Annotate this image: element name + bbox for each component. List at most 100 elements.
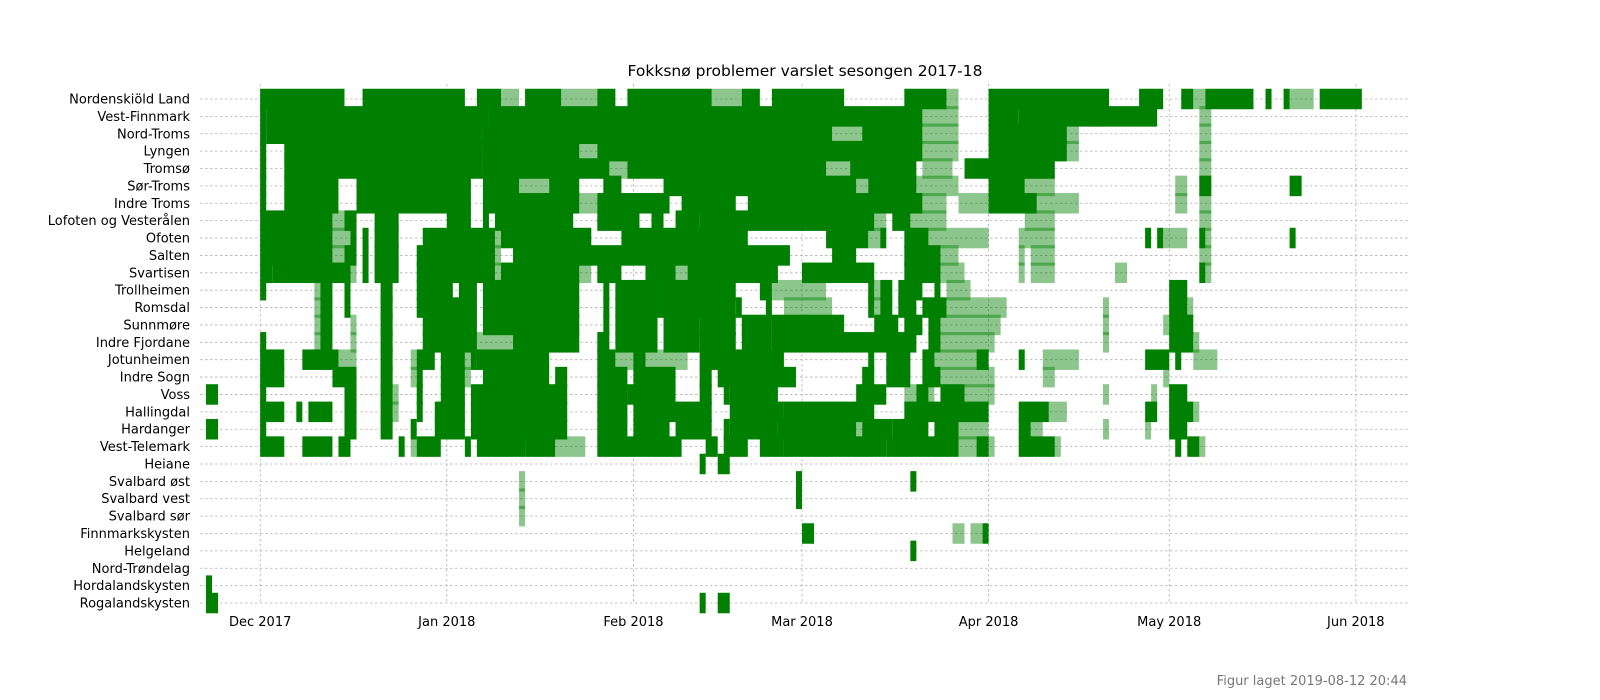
bar-svartisen [801, 262, 875, 284]
bar-sunnmore [1169, 314, 1194, 336]
bar-trollheimen [874, 279, 881, 301]
bar-salten [374, 245, 399, 266]
bar-vest-telemark [416, 436, 441, 457]
bar-heiane [717, 453, 730, 475]
bar-indre-fjordane [771, 332, 917, 353]
bar-trollheimen [771, 279, 827, 301]
bar-indre-fjordane [699, 332, 736, 353]
bar-voss [416, 384, 423, 405]
bar-nordenskiold-land [1205, 88, 1254, 110]
bar-svartisen [675, 262, 688, 284]
bar-romsdal [735, 297, 742, 318]
bar-jotunheimen [380, 349, 393, 370]
bar-hallingdal [783, 401, 875, 423]
bar-indre-sogn [260, 366, 285, 388]
bar-sunnmore [1102, 314, 1110, 336]
bar-lyngen [260, 140, 267, 162]
bar-jotunheimen [633, 349, 646, 370]
bar-ofoten [868, 227, 881, 249]
bar-ofoten [1199, 227, 1206, 249]
bar-vest-telemark [338, 436, 351, 457]
bar-trollheimen [344, 279, 351, 301]
bar-hallingdal [296, 401, 303, 423]
bar-nordenskiold-land [501, 88, 520, 110]
bar-sunnmore [380, 314, 393, 336]
bar-ofoten [1018, 227, 1055, 249]
bar-hardanger [723, 418, 730, 440]
bar-jotunheimen [302, 349, 339, 370]
bar-vest-telemark [1187, 436, 1200, 457]
x-tick-label-apr-2018: Apr 2018 [959, 615, 1019, 630]
y-tick-label-nordenskiold-land: Nordenskiöld Land [69, 93, 190, 108]
y-tick-label-heiane: Heiane [144, 457, 190, 472]
bar-vest-telemark [1054, 436, 1061, 457]
bar-sor-troms [916, 175, 959, 197]
bar-indre-troms [284, 193, 339, 214]
bar-indre-troms [922, 193, 947, 214]
bar-sunnmore [615, 314, 658, 336]
bar-jotunheimen [976, 349, 989, 370]
bar-voss [380, 384, 393, 405]
bar-lofoten-og-vesteralen [494, 210, 574, 231]
bar-indre-troms [482, 193, 580, 214]
bar-voss [928, 384, 935, 405]
y-tick-labels: Nordenskiöld Land Vest-Finnmark Nord-Troms… [48, 93, 191, 612]
bar-trollheimen [458, 279, 477, 301]
bar-vest-telemark [759, 436, 784, 457]
bar-indre-fjordane [422, 332, 477, 353]
bar-jotunheimen [476, 349, 550, 370]
bar-hallingdal [416, 401, 423, 423]
bar-sor-troms [284, 175, 339, 197]
bar-finnmarkskysten [970, 523, 983, 544]
bar-indre-fjordane [1169, 332, 1194, 353]
y-tick-label-vest-telemark: Vest-Telemark [100, 440, 191, 455]
bar-indre-troms [1199, 193, 1212, 214]
bar-romsdal [380, 297, 393, 318]
bar-tromso [627, 158, 827, 179]
bar-vest-telemark [302, 436, 333, 457]
bar-ofoten [1157, 227, 1164, 249]
bar-indre-sogn [597, 366, 628, 388]
bar-hordalandskysten [206, 575, 213, 596]
bar-indre-fjordane [940, 332, 995, 353]
bar-hardanger [856, 418, 863, 440]
bar-vest-telemark [555, 436, 586, 457]
bar-sunnmore [482, 314, 580, 336]
bar-voss [916, 384, 929, 405]
bar-romsdal [320, 297, 333, 318]
x-tick-label-jun-2018: Jun 2018 [1326, 615, 1385, 630]
bar-hallingdal [380, 401, 393, 423]
bar-romsdal [898, 297, 917, 318]
bar-rogalandskysten [717, 592, 730, 614]
bar-salten [1030, 245, 1055, 266]
bar-svartisen [494, 262, 501, 284]
bar-romsdal [1187, 297, 1194, 318]
bar-svartisen [1018, 262, 1025, 284]
bar-voss [1169, 384, 1188, 405]
bar-vest-telemark [1175, 436, 1182, 457]
bar-jotunheimen [440, 349, 465, 370]
bar-hallingdal [1145, 401, 1158, 423]
bar-indre-sogn [717, 366, 796, 388]
bar-nordenskiold-land [988, 88, 1110, 110]
bar-hardanger [434, 418, 465, 440]
bar-voss [470, 384, 568, 405]
bar-voss [392, 384, 399, 405]
bar-ofoten [928, 227, 989, 249]
bar-nordenskiold-land [711, 88, 742, 110]
bar-ofoten [332, 227, 351, 249]
bar-rogalandskysten [699, 592, 706, 614]
bar-ofoten [494, 227, 501, 249]
bar-ofoten [1205, 227, 1212, 249]
x-tick-label-may-2018: May 2018 [1137, 615, 1201, 630]
bar-trollheimen [603, 279, 610, 301]
bar-romsdal [416, 297, 477, 318]
bar-salten [416, 245, 495, 266]
bar-heiane [699, 453, 706, 475]
bar-indre-sogn [440, 366, 465, 388]
bar-indre-troms [597, 193, 670, 214]
bar-indre-sogn [380, 366, 393, 388]
bar-jotunheimen [922, 349, 935, 370]
bar-indre-fjordane [476, 332, 514, 353]
